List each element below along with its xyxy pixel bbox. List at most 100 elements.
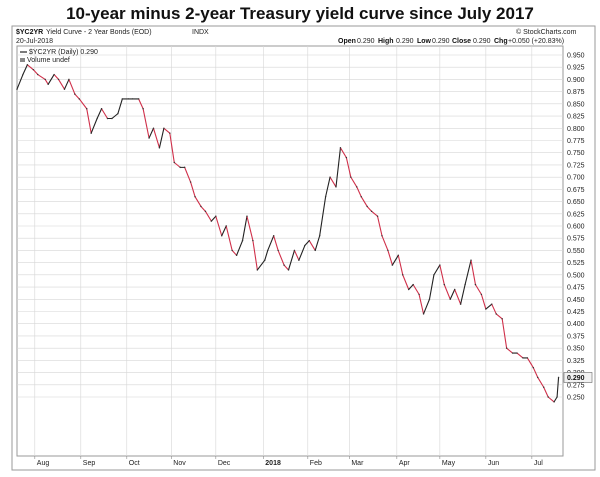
series-segment	[480, 293, 487, 310]
series-segment	[449, 288, 456, 300]
series-segment	[246, 215, 254, 242]
series-segment	[158, 127, 165, 149]
series-segment	[366, 205, 373, 212]
data-point	[78, 98, 81, 100]
data-point	[264, 259, 266, 261]
x-tick-label: Dec	[218, 460, 231, 467]
series-segment	[138, 98, 144, 110]
y-tick-label: 0.650	[567, 199, 585, 206]
series-segment	[148, 127, 155, 139]
data-point	[68, 78, 70, 81]
header-date: 20-Jul-2018	[16, 38, 53, 45]
data-point	[408, 288, 410, 291]
data-point	[63, 88, 66, 90]
high-label: High	[378, 38, 394, 45]
series-segment	[293, 249, 300, 261]
series-segment	[267, 235, 275, 251]
data-point	[287, 269, 290, 271]
data-point	[53, 73, 55, 76]
data-point	[443, 283, 445, 286]
series-segment	[241, 215, 248, 242]
data-point	[412, 283, 414, 286]
y-tick-label: 0.450	[567, 297, 585, 304]
data-point	[553, 401, 555, 403]
series-segment	[304, 240, 310, 247]
y-tick-label: 0.750	[567, 150, 585, 157]
legend-swatch-volume	[20, 58, 25, 62]
series-segment	[101, 108, 109, 120]
grid-lines	[17, 46, 563, 456]
data-point	[163, 127, 165, 129]
data-point	[204, 210, 207, 213]
series-segment	[78, 98, 88, 110]
series-segment	[329, 176, 337, 188]
data-point	[121, 98, 124, 100]
y-tick-label: 0.925	[567, 65, 585, 72]
series-segment	[252, 240, 258, 271]
series-segment	[163, 127, 171, 134]
series-segment	[345, 157, 352, 178]
data-point	[439, 264, 441, 266]
data-point	[308, 239, 310, 242]
data-point	[418, 293, 420, 296]
data-point	[106, 117, 109, 120]
series-segment	[194, 196, 202, 208]
series-segment	[532, 367, 539, 379]
data-point	[485, 308, 487, 310]
data-point	[189, 181, 192, 183]
x-tick-label: Sep	[83, 460, 96, 467]
data-point	[335, 186, 337, 188]
y-tick-label: 0.500	[567, 272, 585, 279]
data-point	[47, 83, 49, 86]
series-segment	[412, 284, 420, 295]
series-segment	[460, 284, 466, 305]
low-label: Low	[417, 38, 432, 45]
data-point	[32, 68, 35, 71]
data-point	[86, 108, 88, 110]
series-segment	[371, 210, 379, 217]
x-axis: Aug Sep Oct Nov Dec 2018 Feb Mar Apr May Jun Jul	[34, 456, 543, 467]
x-tick-label: Apr	[399, 460, 411, 467]
y-tick-label: 0.850	[567, 101, 585, 108]
data-point	[339, 147, 342, 149]
badge-box	[563, 372, 593, 383]
data-point	[74, 93, 76, 95]
chg-label: Chg	[494, 38, 508, 45]
series-segment	[428, 274, 435, 300]
y-tick-label: 0.900	[567, 77, 585, 84]
data-point	[329, 176, 331, 178]
series-segment	[402, 274, 410, 291]
series-segment	[57, 78, 66, 90]
data-point	[350, 176, 352, 178]
series-segment	[350, 176, 358, 188]
series-segment	[495, 313, 503, 320]
series-segment	[90, 117, 98, 134]
series-segment	[516, 352, 524, 359]
data-point	[543, 386, 545, 388]
data-point	[26, 64, 29, 66]
y-tick-label: 0.775	[567, 138, 585, 145]
data-point	[152, 127, 155, 129]
data-point	[96, 117, 98, 120]
data-point	[111, 117, 113, 120]
series-segment	[16, 73, 24, 90]
data-point	[397, 254, 400, 257]
y-tick-label: 0.525	[567, 260, 585, 267]
data-point	[470, 259, 472, 261]
data-point	[298, 259, 300, 261]
series-segment	[356, 186, 362, 198]
series-segment	[547, 396, 555, 403]
data-point	[44, 78, 46, 81]
series-segment	[273, 235, 279, 251]
series-segment	[397, 254, 404, 276]
data-point	[90, 132, 92, 134]
data-point	[37, 73, 39, 76]
y-tick-label: 0.375	[567, 333, 585, 340]
series-segment	[443, 284, 451, 300]
series-segment	[47, 73, 55, 85]
header-description: Yield Curve - 2 Year Bonds (EOD)	[46, 29, 152, 36]
y-tick-label: 0.825	[567, 114, 585, 121]
close-value: 0.290	[473, 38, 491, 45]
x-tick-label: Mar	[351, 460, 364, 467]
